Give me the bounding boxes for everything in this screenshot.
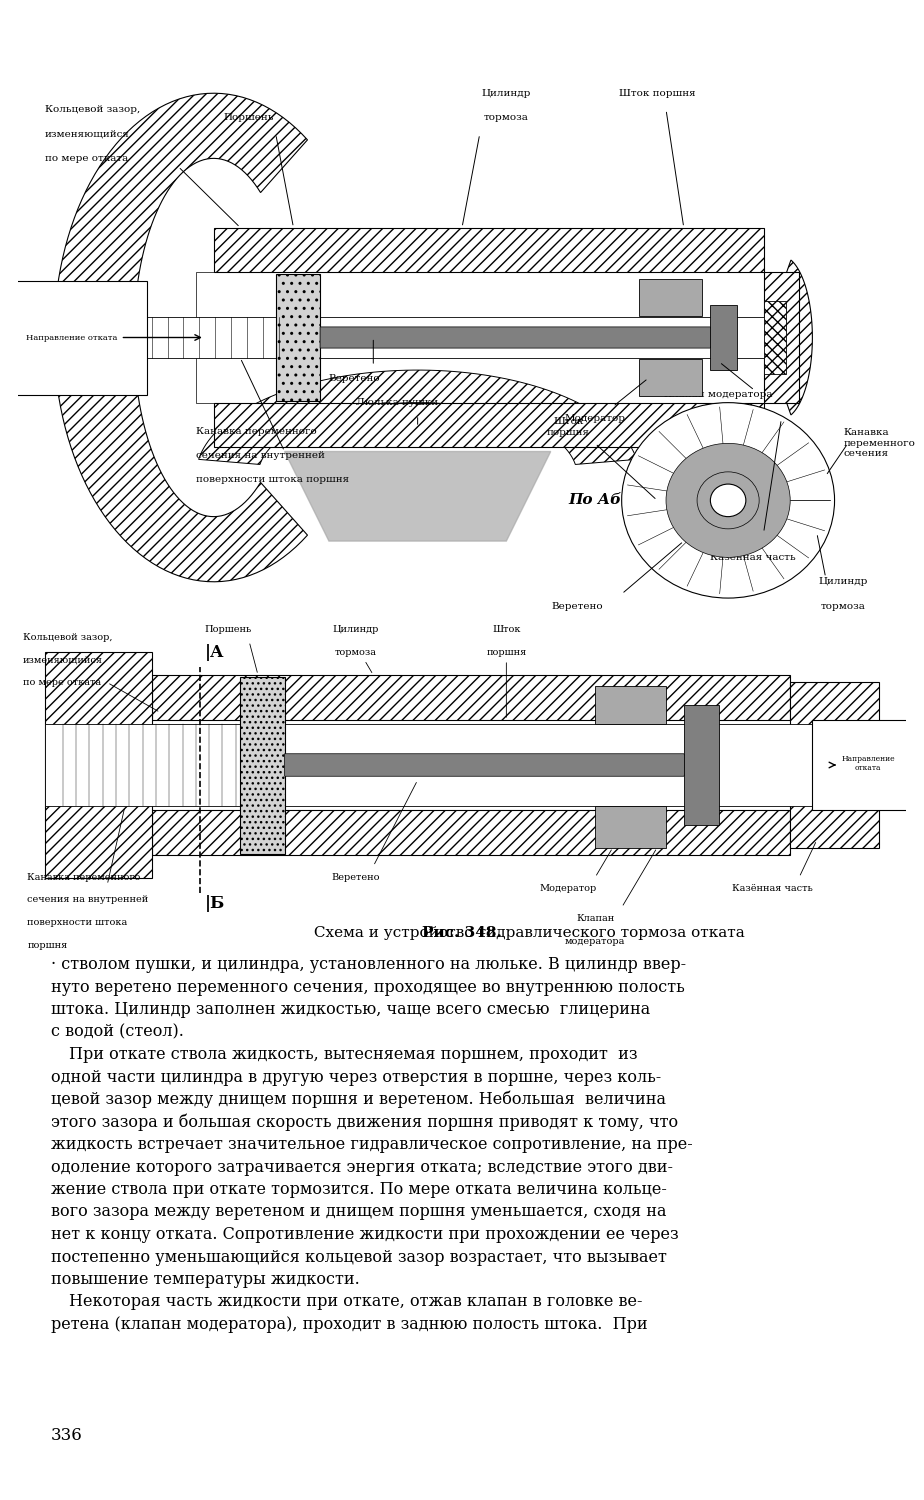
Text: По Аб: По Аб [568,494,622,507]
Text: Некоторая часть жидкости при откате, отжав клапан в головке ве-: Некоторая часть жидкости при откате, отж… [69,1293,643,1311]
Text: жидкость встречает значительное гидравлическое сопротивление, на пре-: жидкость встречает значительное гидравли… [51,1136,693,1154]
Circle shape [666,444,790,558]
Text: постепенно уменьшающийся кольцевой зазор возрастает, что вызывает: постепенно уменьшающийся кольцевой зазор… [51,1248,667,1266]
Text: поверхности штока поршня: поверхности штока поршня [196,476,349,484]
Bar [152,675,790,720]
Text: изменяющийся: изменяющийся [23,656,103,664]
Text: Клапан модератора: Клапан модератора [664,390,772,399]
Text: повышение температуры жидкости.: повышение температуры жидкости. [51,1270,359,1288]
Text: нет к концу отката. Сопротивление жидкости при прохождении ее через: нет к концу отката. Сопротивление жидкос… [51,1226,678,1244]
Bar [763,273,799,402]
Polygon shape [285,753,693,777]
Bar [45,652,152,878]
Text: Канавка
переменного
сечения: Канавка переменного сечения [844,429,916,459]
Text: Модератор: Модератор [565,414,626,423]
PathPatch shape [785,260,812,416]
Text: по мере отката: по мере отката [45,154,128,164]
Text: одной части цилиндра в другую через отверстия в поршне, через коль-: одной части цилиндра в другую через отве… [51,1068,661,1086]
Text: ретена (клапан модератора), проходит в заднюю полость штока.  При: ретена (клапан модератора), проходит в з… [51,1316,648,1334]
Text: |А: |А [205,644,225,662]
Text: Люлька пушки: Люлька пушки [356,398,438,406]
Text: цевой зазор между днищем поршня и веретеном. Небольшая  величина: цевой зазор между днищем поршня и верете… [51,1090,666,1108]
Bar [711,304,737,370]
Text: тормоза: тормоза [484,112,529,122]
PathPatch shape [54,93,308,582]
Bar [790,682,879,847]
Bar [684,705,719,825]
Text: жение ствола при откате тормозится. По мере отката величина кольце-: жение ствола при откате тормозится. По м… [51,1180,667,1198]
Circle shape [622,402,834,598]
Text: Веретено: Веретено [552,602,603,610]
FancyBboxPatch shape [0,280,147,394]
Text: Поршень: Поршень [224,112,274,122]
Text: вого зазора между веретеном и днищем поршня уменьшается, сходя на: вого зазора между веретеном и днищем пор… [51,1203,666,1221]
Text: Цилиндр: Цилиндр [481,88,531,98]
Bar [639,360,701,396]
Text: При откате ствола жидкость, вытесняемая поршнем, проходит  из: При откате ствола жидкость, вытесняемая … [69,1046,638,1064]
Text: Казённая часть: Казённая часть [711,554,796,562]
Text: · стволом пушки, и цилиндра, установленного на люльке. В цилиндр ввер-: · стволом пушки, и цилиндра, установленн… [51,956,686,974]
Text: Клапан: Клапан [576,914,614,922]
Text: Поршень: Поршень [205,626,252,634]
Text: Шток
поршня: Шток поршня [547,417,590,436]
FancyBboxPatch shape [812,720,923,810]
Bar [763,302,785,374]
Bar [639,279,701,315]
Text: Цилиндр: Цилиндр [819,578,869,586]
Polygon shape [199,370,637,465]
Text: Рис. 348.: Рис. 348. [422,926,502,940]
Text: Веретено: Веретено [329,374,381,382]
Bar [595,807,666,847]
Text: сечения на внутренней: сечения на внутренней [28,896,149,904]
Bar [240,676,285,853]
Text: Канавка переменного: Канавка переменного [28,873,140,882]
Text: тормоза: тормоза [334,648,377,657]
Text: нуто веретено переменного сечения, проходящее во внутреннюю полость: нуто веретено переменного сечения, прохо… [51,978,685,996]
Text: Модератор: Модератор [540,885,597,894]
Text: поршня: поршня [486,648,527,657]
Bar [152,676,790,853]
Circle shape [711,484,746,516]
Text: Шток: Шток [492,626,520,634]
Bar [213,228,763,273]
Text: 336: 336 [51,1426,82,1444]
Text: этого зазора и большая скорость движения поршня приводят к тому, что: этого зазора и большая скорость движения… [51,1113,678,1131]
Text: Схема и устройство гидравлического тормоза отката: Схема и устройство гидравлического тормо… [309,926,745,940]
Bar [45,724,844,807]
Text: Казённая часть: Казённая часть [732,885,813,894]
Bar [595,687,666,724]
Bar [196,273,763,402]
Bar [275,274,320,400]
Text: Направление
отката: Направление отката [842,754,895,772]
Text: по мере отката: по мере отката [23,678,101,687]
Bar [213,402,763,447]
Text: |Б: |Б [205,896,225,912]
Text: изменяющийся: изменяющийся [45,129,130,138]
Text: Цилиндр: Цилиндр [333,626,379,634]
Text: Веретено: Веретено [332,873,380,882]
Text: Шток поршня: Шток поршня [619,88,696,98]
Text: тормоза: тормоза [821,602,866,610]
Text: с водой (стеол).: с водой (стеол). [51,1023,184,1041]
Text: поверхности штока: поверхности штока [28,918,128,927]
Polygon shape [285,452,551,542]
Text: одоление которого затрачивается энергия отката; вследствие этого дви-: одоление которого затрачивается энергия … [51,1158,673,1176]
Text: модератора: модератора [565,936,626,946]
Text: штока. Цилиндр заполнен жидкостью, чаще всего смесью  глицерина: штока. Цилиндр заполнен жидкостью, чаще … [51,1000,650,1018]
Bar [152,810,790,855]
Text: Канавка переменного: Канавка переменного [196,426,317,435]
Text: Кольцевой зазор,: Кольцевой зазор, [23,633,113,642]
Polygon shape [320,327,715,348]
Bar [134,316,772,358]
Text: поршня: поршня [28,940,67,950]
Text: Кольцевой зазор,: Кольцевой зазор, [45,105,140,114]
Text: сечения на внутренней: сечения на внутренней [196,452,324,460]
Text: Направление отката: Направление отката [26,333,117,342]
